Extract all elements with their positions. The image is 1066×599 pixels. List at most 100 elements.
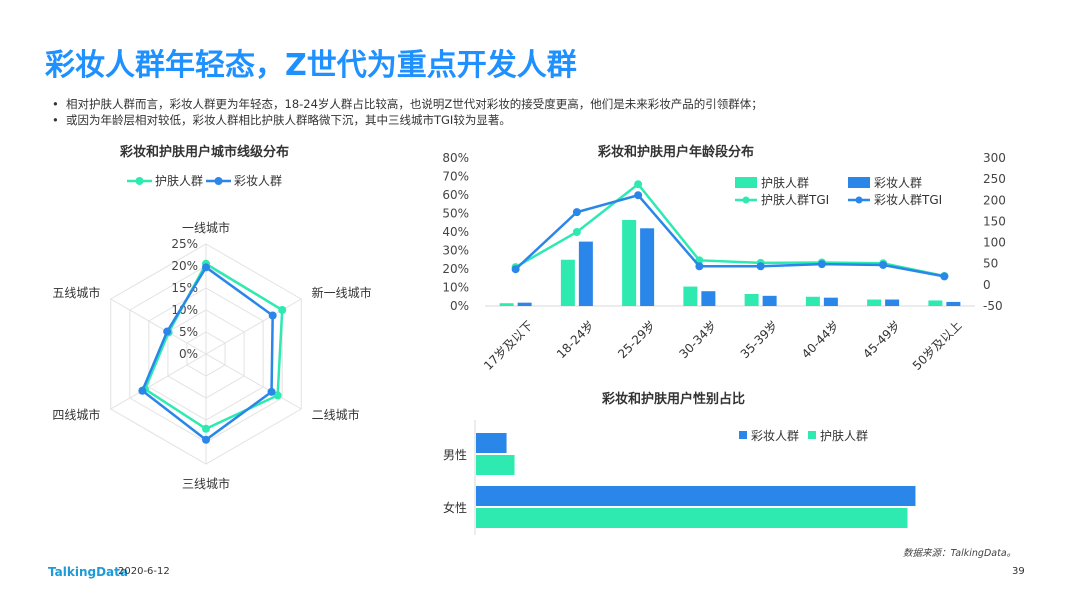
age-bar bbox=[762, 295, 777, 306]
data-source: 数据来源：TalkingData。 bbox=[903, 548, 1017, 559]
age-tgi-point bbox=[634, 191, 643, 200]
gender-bar bbox=[476, 508, 908, 528]
age-y-tick-label: 30% bbox=[442, 244, 469, 258]
legend-makeup-swatch bbox=[848, 177, 870, 188]
legend-makeup-label: 彩妆人群 bbox=[234, 174, 282, 188]
gender-category-label: 男性 bbox=[443, 448, 467, 462]
age-tgi-point bbox=[634, 180, 643, 189]
gender-bar bbox=[476, 455, 515, 475]
legend-makeup-tgi-marker bbox=[855, 196, 863, 204]
radar-axis-label: 五线城市 bbox=[52, 285, 100, 300]
legend-skincare-marker bbox=[135, 177, 144, 185]
radar-tick-label: 20% bbox=[171, 259, 198, 273]
age-bar bbox=[499, 303, 514, 306]
legend-skincare-tgi-marker bbox=[742, 196, 750, 204]
radar-point bbox=[163, 327, 172, 336]
radar-spoke bbox=[205, 298, 302, 355]
age-bar bbox=[622, 219, 637, 306]
age-y2-tick-label: 250 bbox=[983, 172, 1006, 186]
page-number: 39 bbox=[1012, 566, 1025, 577]
footer-logo: TalkingData bbox=[48, 565, 128, 579]
age-tgi-point bbox=[940, 272, 949, 281]
radar-tick-label: 25% bbox=[171, 237, 198, 251]
radar-series-line bbox=[143, 262, 284, 431]
radar-point bbox=[202, 424, 210, 433]
legend-skincare-swatch bbox=[808, 431, 816, 439]
age-bar bbox=[683, 286, 698, 306]
gender-chart-title: 彩妆和护肤用户性别占比 bbox=[602, 392, 746, 407]
age-bar bbox=[867, 299, 882, 306]
age-tgi-point bbox=[695, 262, 704, 271]
age-y-tick-label: 70% bbox=[442, 170, 469, 184]
age-bar bbox=[578, 241, 593, 306]
age-tgi-point bbox=[879, 260, 888, 269]
radar-spoke bbox=[205, 353, 302, 410]
radar-chart-title: 彩妆和护肤用户城市线级分布 bbox=[120, 145, 290, 160]
age-bar bbox=[744, 293, 759, 306]
radar-axis-label: 四线城市 bbox=[52, 407, 100, 422]
age-x-tick-label: 45-49岁 bbox=[859, 318, 903, 362]
gender-category-label: 女性 bbox=[443, 500, 467, 515]
bullet-item: • 或因为年龄层相对较低，彩妆人群相比护肤人群略微下沉，其中三线城市TGI较为显著… bbox=[52, 113, 511, 127]
age-bars bbox=[499, 219, 961, 306]
age-y-tick-label: 50% bbox=[442, 207, 469, 221]
age-legend: 护肤人群 彩妆人群 护肤人群TGI 彩妆人群TGI bbox=[735, 175, 942, 207]
radar-point bbox=[278, 306, 287, 314]
age-y2-tick-label: -50 bbox=[983, 299, 1003, 313]
radar-tick-label: 5% bbox=[179, 325, 198, 339]
radar-point bbox=[202, 263, 210, 272]
radar-spoke bbox=[110, 353, 207, 410]
age-bar bbox=[805, 296, 820, 306]
age-x-tick-label: 17岁及以下 bbox=[480, 318, 535, 373]
radar-point bbox=[267, 387, 276, 396]
legend-skincare-label: 护肤人群 bbox=[155, 173, 203, 188]
age-tgi-line bbox=[514, 193, 945, 278]
radar-point bbox=[202, 435, 210, 444]
age-tgi-point bbox=[817, 260, 826, 269]
age-x-tick-label: 50岁及以上 bbox=[909, 318, 964, 373]
age-y2-tick-label: 150 bbox=[983, 214, 1006, 228]
radar-tick-label: 0% bbox=[179, 347, 198, 361]
age-x-tick-label: 40-44岁 bbox=[798, 318, 842, 362]
age-chart: 0% 10% 20% 30% 40% 50% 60% 70% 80% -50 0 50 100 150 20… bbox=[442, 151, 1006, 373]
age-x-tick-label: 30-34岁 bbox=[676, 318, 720, 362]
radar-axis-label: 新一线城市 bbox=[312, 285, 372, 300]
age-tgi-point bbox=[572, 208, 581, 217]
age-tgi-point bbox=[756, 262, 765, 271]
age-y2-tick-label: 300 bbox=[983, 151, 1006, 165]
gender-bar bbox=[476, 433, 507, 453]
age-lines bbox=[511, 180, 949, 281]
age-bar bbox=[517, 302, 532, 306]
radar-legend: 护肤人群 彩妆人群 bbox=[127, 173, 282, 188]
age-x-tick-label: 18-24岁 bbox=[553, 318, 597, 362]
footer-date: 2020-6-12 bbox=[118, 566, 170, 577]
radar-point bbox=[268, 311, 277, 320]
age-y-tick-label: 10% bbox=[442, 281, 469, 295]
bullet-text: 或因为年龄层相对较低，彩妆人群相比护肤人群略微下沉，其中三线城市TGI较为显著。 bbox=[66, 113, 511, 127]
age-bar bbox=[823, 297, 838, 306]
legend-makeup-marker bbox=[214, 177, 223, 185]
page-title: 彩妆人群年轻态，Z世代为重点开发人群 bbox=[45, 48, 577, 83]
age-tgi-point bbox=[572, 228, 581, 236]
age-y-tick-label: 60% bbox=[442, 188, 469, 202]
legend-makeup-swatch bbox=[739, 431, 747, 439]
summary-bullets: • 相对护肤人群而言，彩妆人群更为年轻态，18-24岁人群占比较高，也说明Z世代对… bbox=[52, 96, 763, 128]
legend-skincare-swatch bbox=[735, 177, 757, 188]
age-y2-tick-label: 0 bbox=[983, 278, 991, 292]
age-chart-title: 彩妆和护肤用户年龄段分布 bbox=[598, 145, 755, 160]
radar-spoke bbox=[110, 298, 207, 355]
age-y2-tick-label: 50 bbox=[983, 257, 998, 271]
legend-skincare-label: 护肤人群 bbox=[820, 428, 868, 443]
radar-axis-label: 二线城市 bbox=[312, 407, 360, 422]
age-y-tick-label: 0% bbox=[450, 299, 469, 313]
age-y2-tick-label: 200 bbox=[983, 193, 1006, 207]
age-bar bbox=[701, 291, 716, 306]
age-y-tick-label: 20% bbox=[442, 262, 469, 276]
age-bar bbox=[640, 228, 655, 306]
age-tgi-line bbox=[515, 182, 945, 278]
age-y-tick-label: 40% bbox=[442, 225, 469, 239]
radar-axis-label: 一线城市 bbox=[182, 220, 230, 235]
age-tgi-point bbox=[511, 265, 520, 274]
